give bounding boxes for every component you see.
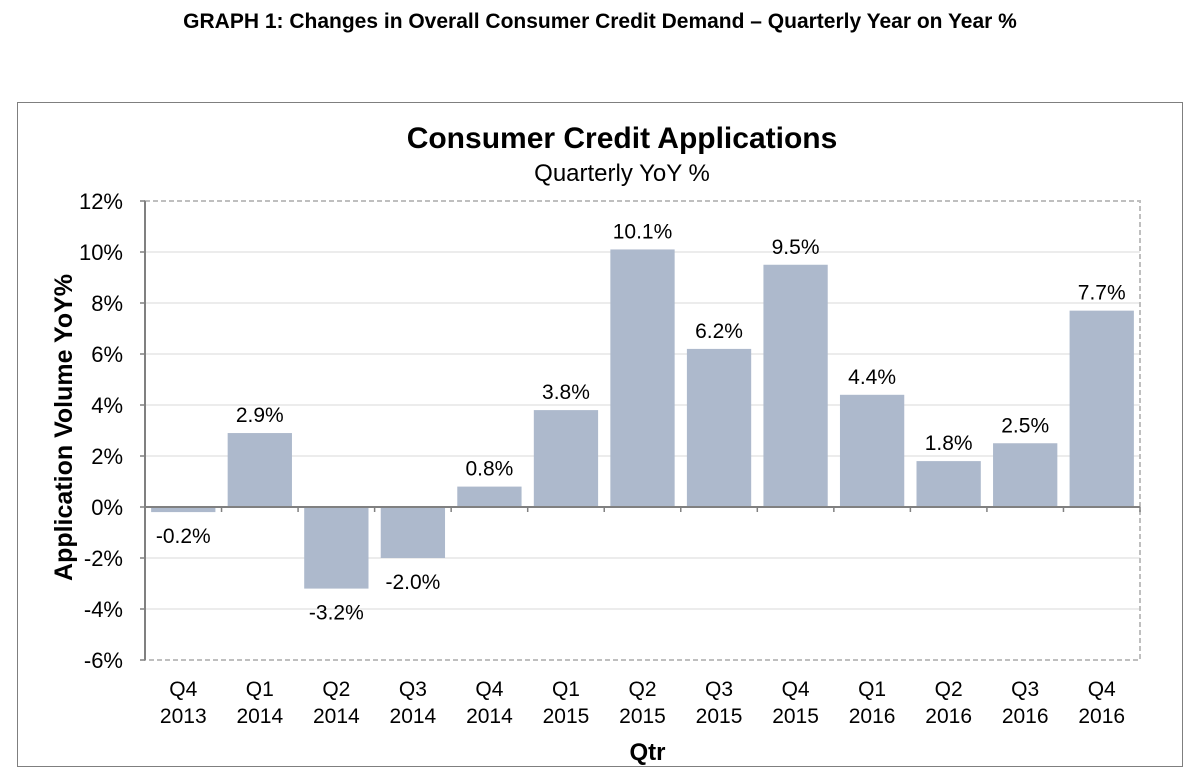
bar xyxy=(151,507,216,513)
bar xyxy=(533,410,599,507)
plot-area-border xyxy=(144,200,1141,661)
y-tick-label: 12% xyxy=(79,189,123,214)
bar xyxy=(1069,310,1134,507)
data-label: -2.0% xyxy=(385,571,440,594)
y-tick-label: 10% xyxy=(79,240,123,265)
x-tick-label-year: 2014 xyxy=(466,705,513,728)
bar xyxy=(227,433,292,507)
x-tick-label-quarter: Q4 xyxy=(475,678,503,701)
y-tick-label: 2% xyxy=(91,444,123,469)
x-tick-label-year: 2016 xyxy=(1002,705,1049,728)
x-axis-title: Qtr xyxy=(630,739,666,766)
x-tick-label-year: 2015 xyxy=(619,705,666,728)
data-label: 7.7% xyxy=(1078,282,1126,305)
x-tick-label-quarter: Q1 xyxy=(246,678,274,701)
bar xyxy=(610,249,675,507)
y-tick-label: 6% xyxy=(91,342,123,367)
data-label: 2.5% xyxy=(1001,414,1049,437)
x-tick-label-quarter: Q2 xyxy=(322,678,350,701)
data-label: 1.8% xyxy=(925,432,973,455)
data-label: 4.4% xyxy=(848,366,896,389)
bar xyxy=(993,443,1058,507)
data-labels: -0.2% 2.9% -3.2% -2.0% 0.8% 3.8% 10.1% 6.2% 9.5%… xyxy=(156,220,1126,624)
x-tick-label-quarter: Q1 xyxy=(858,678,886,701)
x-tick-label-quarter: Q2 xyxy=(935,678,963,701)
x-tick-label-quarter: Q2 xyxy=(628,678,656,701)
x-tick-label-quarter: Q3 xyxy=(705,678,733,701)
bar xyxy=(304,507,369,589)
y-axis-title: Application Volume YoY% xyxy=(50,274,78,581)
x-tick-label-quarter: Q4 xyxy=(1088,678,1116,701)
bar xyxy=(686,348,752,507)
x-tick-label-quarter: Q4 xyxy=(169,678,197,701)
bars xyxy=(151,249,1134,589)
y-tick-label: -4% xyxy=(84,597,123,622)
chart-frame xyxy=(17,102,1183,767)
page-heading: GRAPH 1: Changes in Overall Consumer Cre… xyxy=(183,10,1017,33)
data-label: 0.8% xyxy=(465,458,513,481)
x-tick-label-year: 2016 xyxy=(1078,705,1125,728)
data-label: -0.2% xyxy=(156,525,211,548)
chart-subtitle: Quarterly YoY % xyxy=(534,160,710,187)
x-tick-label-year: 2014 xyxy=(236,705,283,728)
bar xyxy=(380,507,446,558)
x-tick-label-quarter: Q3 xyxy=(399,678,427,701)
x-tick-label-year: 2015 xyxy=(696,705,743,728)
x-tick-label-year: 2016 xyxy=(925,705,972,728)
y-tick-label: -6% xyxy=(84,648,123,673)
bar xyxy=(916,461,981,507)
x-tick-label-year: 2016 xyxy=(849,705,896,728)
x-tick-label-year: 2015 xyxy=(543,705,590,728)
data-label: -3.2% xyxy=(309,602,364,625)
bar xyxy=(763,264,828,507)
x-tick-label-year: 2014 xyxy=(390,705,437,728)
x-tick-label-quarter: Q1 xyxy=(552,678,580,701)
y-axis-ticks: 12% 10% 8% 6% 4% 2% 0% -2% -4% -6% xyxy=(79,189,146,673)
y-tick-label: 4% xyxy=(91,393,123,418)
data-label: 3.8% xyxy=(542,381,590,404)
chart-title: Consumer Credit Applications xyxy=(406,122,838,155)
data-label: 10.1% xyxy=(613,220,673,243)
x-tick-label-quarter: Q3 xyxy=(1011,678,1039,701)
x-tick-label-quarter: Q4 xyxy=(782,678,810,701)
y-tick-label: 8% xyxy=(91,291,123,316)
y-tick-label: 0% xyxy=(91,495,123,520)
y-tick-label: -2% xyxy=(84,546,123,571)
x-tick-label-year: 2013 xyxy=(160,705,207,728)
data-label: 9.5% xyxy=(772,236,820,259)
x-tick-label-year: 2014 xyxy=(313,705,360,728)
bar xyxy=(457,486,522,507)
x-tick-label-year: 2015 xyxy=(772,705,819,728)
x-axis-ticks: Q4 2013 Q1 2014 Q2 2014 Q3 2014 Q4 2014 Q1 2015 Q2 20… xyxy=(160,507,1141,728)
data-label: 6.2% xyxy=(695,320,743,343)
data-label: 2.9% xyxy=(236,404,284,427)
bar xyxy=(839,394,905,507)
